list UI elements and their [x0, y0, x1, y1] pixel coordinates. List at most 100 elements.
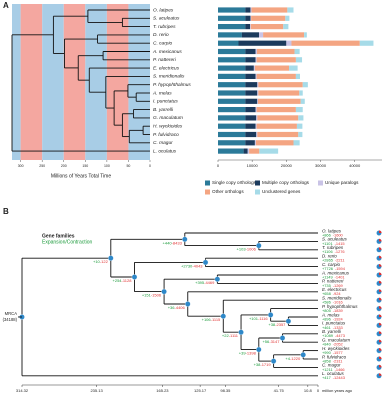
bar-segment [245, 15, 251, 21]
leaf-change: +896 -1924 [322, 316, 344, 321]
bar-segment [256, 57, 296, 63]
leaf-change: +735 -1269 [322, 283, 343, 288]
species-label: S. aculeatus [153, 16, 180, 22]
species-label: D. rerio [153, 32, 169, 38]
leaf-gain: +990 [322, 350, 332, 355]
node-pie [270, 358, 277, 364]
tip-pie-slice [379, 364, 382, 368]
x-tick-label: 0 [217, 163, 220, 168]
node-pie [256, 346, 262, 353]
node-pie [161, 288, 167, 295]
legend-swatch [318, 180, 323, 186]
bar-segment [255, 123, 257, 129]
legend-swatch [205, 189, 210, 195]
node-loss: -4406 [175, 305, 186, 310]
x-tick-label: 41.75 [274, 388, 285, 393]
leaf-loss: -2052 [333, 342, 343, 347]
bar-segment [218, 140, 246, 146]
bar-segment [295, 107, 303, 113]
leaf-gain: +840 [322, 342, 332, 347]
legend-swatch [255, 180, 260, 186]
bar-segment [250, 24, 284, 30]
bar-segment [259, 148, 279, 154]
bar-segment [286, 40, 292, 46]
tip-pie-slice [379, 238, 382, 242]
species-label: O. latipes [153, 7, 174, 13]
leaf-gain: +2865 [322, 258, 333, 263]
bar-segment [255, 107, 257, 113]
x-tick-label: 0 [149, 164, 151, 168]
species-label: P. hypophthalmus [153, 82, 191, 88]
bar-segment [245, 82, 258, 88]
node-pie [108, 255, 114, 261]
bar-segment [247, 148, 250, 154]
node-gain: +4 [285, 356, 290, 361]
species-label: B. yarrelli [153, 107, 174, 113]
tip-pie-slice [379, 339, 382, 343]
tip-pie-slice [379, 306, 382, 309]
x-tick-label: 30000 [315, 163, 327, 168]
node-pie [285, 318, 292, 324]
bar-segment [218, 82, 246, 88]
bar-segment [245, 7, 251, 13]
bar-segment [249, 148, 260, 154]
species-label: P. fulvidraco [153, 132, 179, 138]
species-label: C. magur [153, 140, 173, 146]
bar-segment [245, 24, 251, 30]
bar-segment [245, 73, 256, 79]
bar-segment [250, 24, 251, 30]
leaf-gain: +735 [322, 283, 331, 288]
node-change: +101-1116 [249, 316, 268, 321]
species-label: G. maculatum [153, 115, 183, 121]
legend-label: Unclustered genes [262, 189, 301, 194]
time-band [12, 4, 21, 160]
bar-segment [257, 90, 259, 96]
tip-pie-slice [379, 297, 382, 301]
bar-segment [256, 131, 258, 138]
x-tick-label: 125.17 [194, 388, 207, 393]
species-label: E. electricus [322, 287, 347, 292]
tip-pie-slice [379, 264, 382, 267]
leaf-change: +586 -1016 [322, 300, 343, 305]
node-loss: -1006 [246, 247, 257, 252]
x-tick-label: 150 [82, 164, 88, 168]
bar-segment [289, 65, 298, 71]
leaf-change: +858 -2311 [322, 358, 342, 363]
bar-segment [256, 123, 297, 129]
bar-segment [218, 115, 246, 121]
tip-pie-slice [379, 322, 382, 326]
node-loss: -1111 [229, 333, 239, 338]
node-gain: +2730 [181, 263, 193, 268]
bar-segment [245, 115, 257, 121]
species-label: P. nattereri [153, 57, 177, 63]
bar-segment [255, 73, 257, 79]
leaf-loss: -1401 [335, 274, 345, 279]
node-loss: -1128 [122, 278, 133, 283]
bar-segment [238, 40, 287, 46]
node-pie [214, 276, 221, 282]
x-tick-label: 40000 [349, 163, 361, 168]
leaf-change: +417 -12443 [322, 375, 345, 380]
x-tick-label: 200 [61, 164, 67, 168]
bar-segment [243, 148, 248, 154]
species-label: T. rubripes [322, 245, 344, 250]
leaf-change: +461 -1333 [322, 325, 343, 330]
species-label: C. magur [322, 363, 341, 368]
bar-segment [218, 148, 244, 154]
x-tick-label: 10.8 [304, 388, 313, 393]
axis-title: million years ago [322, 388, 353, 393]
leaf-loss: -12443 [333, 375, 345, 380]
node-pie [131, 274, 138, 280]
species-label: P. nattereri [322, 279, 344, 284]
node-gain: +36 [168, 305, 176, 310]
x-tick-label: 250 [39, 164, 45, 168]
panel-label: B [3, 207, 9, 216]
node-gain: +10 [93, 259, 101, 264]
legend-label: Other orthologs [212, 189, 244, 194]
bar-segment [257, 82, 259, 88]
node-change: +395-4469 [195, 280, 215, 285]
bar-segment [245, 131, 257, 138]
bar-segment [287, 7, 294, 13]
leaf-gain: +586 [322, 300, 331, 305]
